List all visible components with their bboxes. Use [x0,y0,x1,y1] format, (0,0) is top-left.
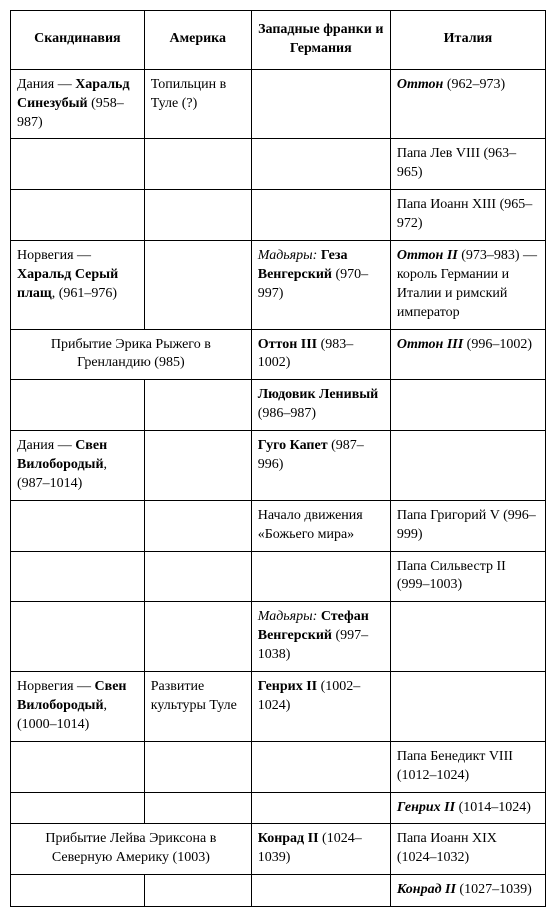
cell-merged: Прибытие Эрика Рыжего в Гренландию (985) [11,329,252,380]
header-scandinavia: Скандинавия [11,11,145,70]
table-row: Норвегия — Харальд Серый плащ, (961–976)… [11,241,546,330]
cell: Оттон (962–973) [390,69,545,139]
cell: Генрих II (1002–1024) [251,672,390,742]
header-america: Америка [144,11,251,70]
cell: Оттон II (973–983) — король Германии и И… [390,241,545,330]
cell: Норвегия — Харальд Серый плащ, (961–976) [11,241,145,330]
table-row: Людовик Ленивый (986–987) [11,380,546,431]
table-row: Папа Бенедикт VIII (1012–1024) [11,741,546,792]
cell: Дания — Харальд Синезубый (958–987) [11,69,145,139]
table-row: Конрад II (1027–1039) [11,875,546,907]
cell: Начало движения «Божьего мира» [251,500,390,551]
header-franks: Западные франки и Германия [251,11,390,70]
table-row: Мадьяры: Стефан Венгерский (997–1038) [11,602,546,672]
history-table: Скандинавия Америка Западные франки и Ге… [10,10,546,907]
table-row: Начало движения «Божьего мира» Папа Григ… [11,500,546,551]
cell-merged: Прибытие Лейва Эриксона в Северную Амери… [11,824,252,875]
cell: Конрад II (1024–1039) [251,824,390,875]
cell: Папа Иоанн XIII (965–972) [390,190,545,241]
cell: Папа Григорий V (996–999) [390,500,545,551]
table-row: Папа Иоанн XIII (965–972) [11,190,546,241]
cell: Мадьяры: Геза Венгерский (970–997) [251,241,390,330]
cell: Топильцин в Туле (?) [144,69,251,139]
cell: Папа Бенедикт VIII (1012–1024) [390,741,545,792]
header-italy: Италия [390,11,545,70]
cell: Гуго Капет (987–996) [251,431,390,501]
cell: Оттон III (983–1002) [251,329,390,380]
cell: Развитие культуры Туле [144,672,251,742]
table-row: Прибытие Лейва Эриксона в Северную Амери… [11,824,546,875]
cell: Конрад II (1027–1039) [390,875,545,907]
cell: Папа Лев VIII (963–965) [390,139,545,190]
cell [251,69,390,139]
table-row: Дания — Харальд Синезубый (958–987) Топи… [11,69,546,139]
cell: Папа Иоанн XIX (1024–1032) [390,824,545,875]
table-row: Дания — Свен Вилобородый, (987–1014) Гуг… [11,431,546,501]
cell: Людовик Ленивый (986–987) [251,380,390,431]
cell: Дания — Свен Вилобородый, (987–1014) [11,431,145,501]
table-row: Прибытие Эрика Рыжего в Гренландию (985)… [11,329,546,380]
cell: Папа Сильвестр II (999–1003) [390,551,545,602]
table-row: Папа Лев VIII (963–965) [11,139,546,190]
cell: Оттон III (996–1002) [390,329,545,380]
cell: Норвегия — Свен Вилобородый, (1000–1014) [11,672,145,742]
table-row: Папа Сильвестр II (999–1003) [11,551,546,602]
table-row: Норвегия — Свен Вилобородый, (1000–1014)… [11,672,546,742]
cell: Мадьяры: Стефан Венгерский (997–1038) [251,602,390,672]
